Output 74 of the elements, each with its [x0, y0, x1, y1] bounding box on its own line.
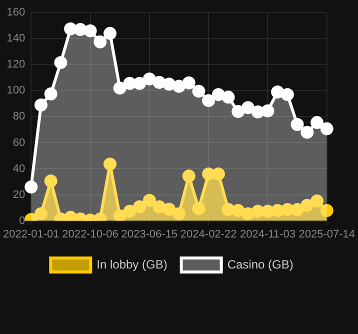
x-tick-label: 2023-06-15: [121, 228, 178, 240]
point: [24, 180, 38, 194]
point: [320, 204, 334, 218]
point: [34, 207, 48, 220]
point: [162, 202, 176, 216]
point: [142, 72, 156, 86]
point: [251, 204, 264, 218]
x-tick-label: 2024-11-03: [240, 228, 296, 240]
x-tick-label: 2022-01-01: [2, 228, 60, 240]
x-tick-label: 2022-10-06: [62, 228, 118, 240]
point: [162, 78, 176, 91]
point: [54, 56, 68, 70]
y-tick-label: 160: [6, 6, 26, 19]
y-tick-label: 20: [12, 188, 26, 201]
point: [94, 35, 107, 48]
point: [251, 105, 264, 118]
point: [74, 23, 87, 36]
point: [152, 76, 166, 89]
y-tick-label: 0: [19, 214, 26, 227]
point: [310, 194, 324, 208]
point: [232, 104, 245, 118]
point: [242, 207, 255, 220]
point: [261, 104, 274, 118]
point: [182, 76, 196, 90]
point: [222, 90, 235, 104]
point: [123, 76, 136, 90]
point: [113, 82, 126, 95]
point: [152, 200, 166, 214]
point: [133, 76, 146, 90]
point: [64, 210, 78, 221]
point: [242, 101, 255, 114]
point: [300, 126, 314, 139]
point: [232, 204, 245, 218]
point: [103, 158, 116, 171]
point: [290, 202, 304, 216]
point: [172, 207, 186, 220]
point: [212, 167, 225, 180]
point: [261, 204, 274, 218]
point: [123, 204, 136, 218]
legend-label: In lobby (GB): [96, 257, 168, 272]
point: [34, 98, 48, 112]
point: [182, 170, 196, 183]
y-tick-label: 120: [6, 58, 26, 71]
point: [172, 80, 186, 93]
point: [44, 87, 58, 100]
point: [84, 24, 97, 38]
point: [64, 22, 78, 36]
x-tick-label: 2025-07-14: [298, 228, 356, 240]
point: [310, 116, 324, 130]
point: [44, 174, 58, 188]
point: [271, 85, 284, 98]
point: [280, 88, 294, 102]
y-tick-label: 80: [12, 110, 26, 123]
y-tick-label: 40: [12, 162, 26, 175]
point: [202, 94, 216, 108]
y-tick-label: 60: [12, 136, 26, 149]
point: [222, 202, 235, 216]
y-tick-label: 140: [6, 32, 26, 45]
point: [280, 202, 294, 216]
x-tick-label: 2024-02-22: [180, 228, 237, 240]
point: [142, 194, 156, 207]
y-tick-label: 100: [6, 84, 26, 97]
point: [103, 26, 116, 40]
point: [202, 167, 216, 180]
point: [290, 118, 304, 132]
point: [212, 88, 225, 102]
point: [300, 198, 314, 212]
point: [192, 84, 206, 98]
point: [133, 200, 146, 214]
legend-label: Casino (GB): [227, 257, 294, 272]
point: [192, 202, 206, 215]
point: [271, 204, 284, 218]
point: [320, 122, 334, 136]
point: [113, 209, 126, 221]
